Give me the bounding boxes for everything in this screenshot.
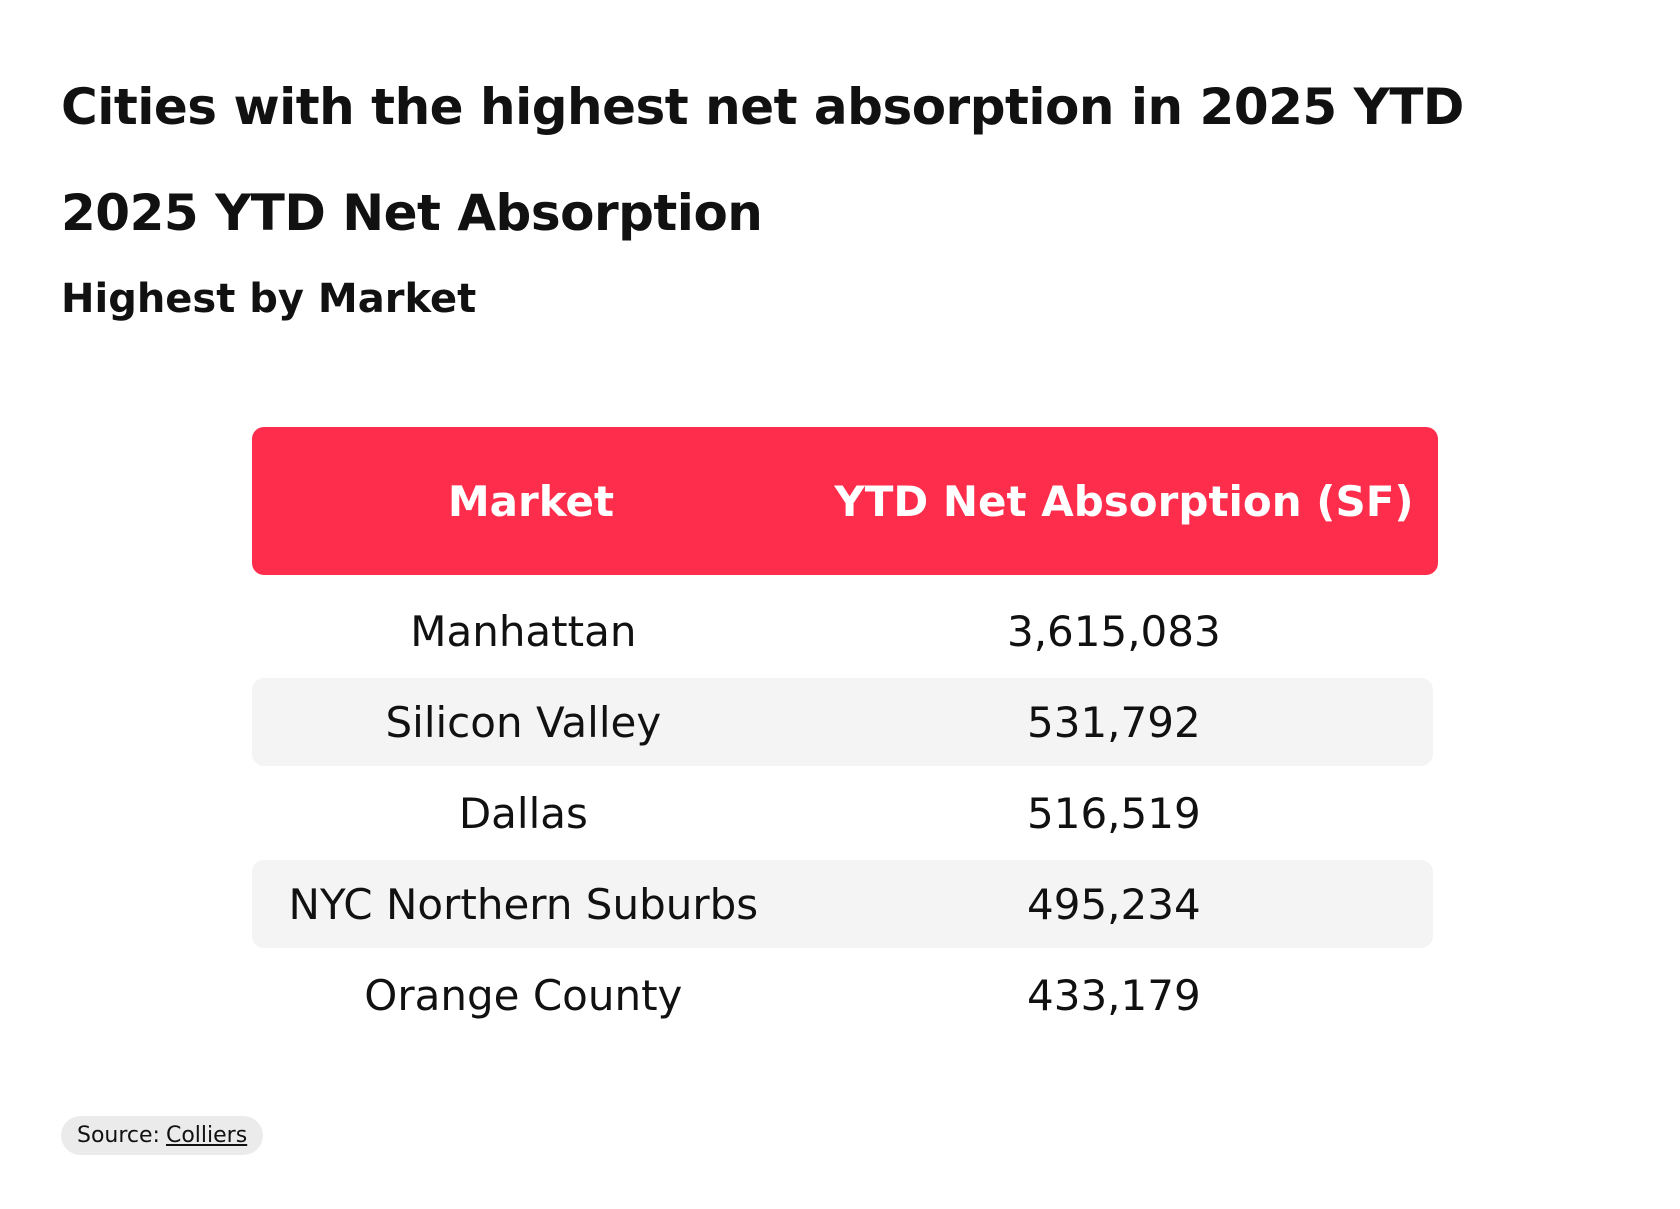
source-badge: Source: Colliers: [61, 1116, 264, 1155]
market-cell: Silicon Valley: [385, 697, 662, 747]
header-market: Market: [447, 476, 615, 526]
market-cell: Orange County: [364, 970, 683, 1020]
value-cell: 433,179: [1027, 970, 1201, 1020]
market-cell: Dallas: [458, 788, 588, 838]
page-title: Cities with the highest net absorption i…: [61, 78, 1464, 136]
value-cell: 531,792: [1027, 697, 1201, 747]
table-row: Dallas 516,519: [252, 769, 1433, 857]
value-cell: 516,519: [1027, 788, 1201, 838]
table-row: NYC Northern Suburbs 495,234: [252, 860, 1433, 948]
market-cell: NYC Northern Suburbs: [288, 879, 759, 929]
chart-title: 2025 YTD Net Absorption: [61, 184, 763, 242]
source-label: Source:: [77, 1123, 160, 1148]
market-cell: Manhattan: [410, 606, 637, 656]
chart-subtitle: Highest by Market: [61, 276, 477, 322]
table-row: Silicon Valley 531,792: [252, 678, 1433, 766]
source-link[interactable]: Colliers: [165, 1123, 248, 1148]
value-cell: 3,615,083: [1006, 606, 1221, 656]
table-header: Market YTD Net Absorption (SF): [252, 427, 1438, 575]
header-net-absorption: YTD Net Absorption (SF): [834, 476, 1414, 526]
table-body: Manhattan 3,615,083 Silicon Valley 531,7…: [252, 587, 1438, 1039]
table-row: Manhattan 3,615,083: [252, 587, 1433, 675]
table-row: Orange County 433,179: [252, 951, 1433, 1039]
value-cell: 495,234: [1027, 879, 1201, 929]
absorption-table: Market YTD Net Absorption (SF) Manhattan…: [252, 427, 1438, 1042]
